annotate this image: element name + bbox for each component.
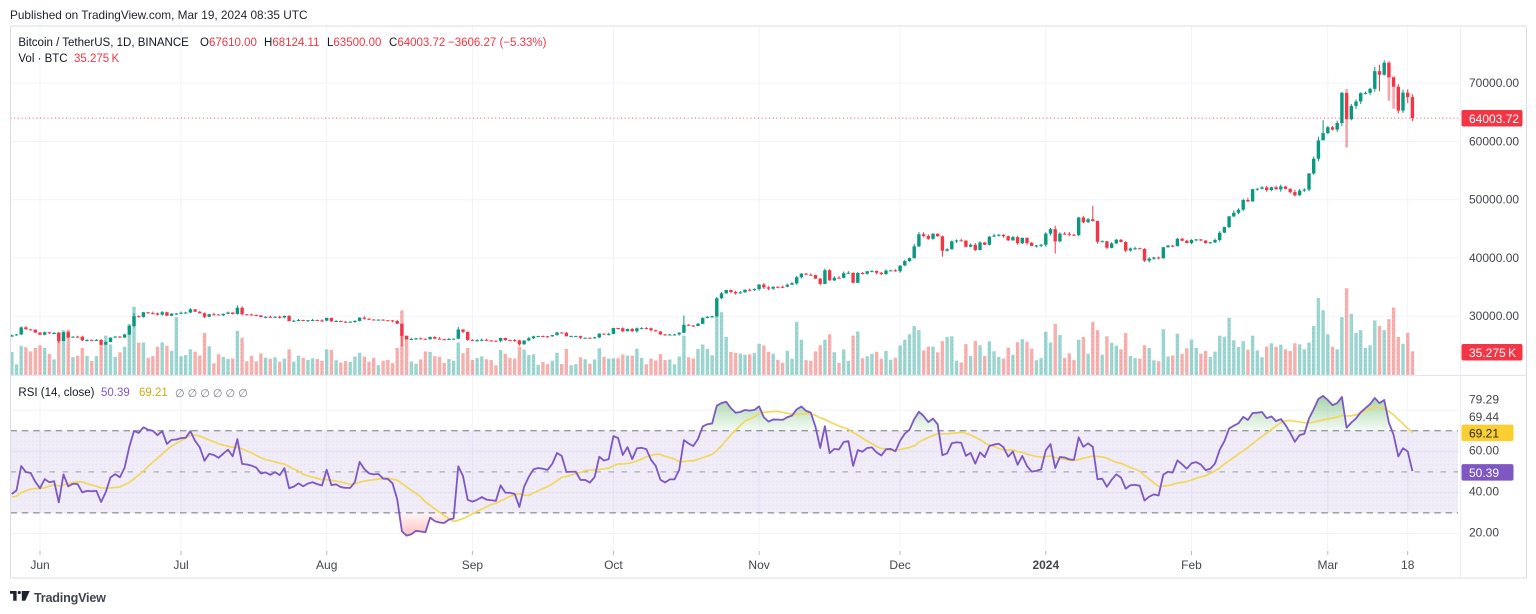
svg-text:TradingView: TradingView: [34, 591, 106, 605]
svg-text:70000.00: 70000.00: [1469, 76, 1519, 90]
svg-text:Sep: Sep: [462, 558, 484, 572]
svg-text:18: 18: [1401, 558, 1415, 572]
svg-text:20.00: 20.00: [1469, 525, 1499, 539]
svg-text:2024: 2024: [1032, 558, 1059, 572]
svg-text:40.00: 40.00: [1469, 484, 1499, 498]
svg-text:Oct: Oct: [604, 558, 623, 572]
svg-text:79.29: 79.29: [1469, 392, 1499, 406]
svg-text:50000.00: 50000.00: [1469, 193, 1519, 207]
svg-text:50.39: 50.39: [1469, 466, 1499, 480]
svg-text:40000.00: 40000.00: [1469, 251, 1519, 265]
svg-text:Jun: Jun: [30, 558, 49, 572]
svg-text:Dec: Dec: [889, 558, 910, 572]
svg-text:60.00: 60.00: [1469, 443, 1499, 457]
svg-text:Mar: Mar: [1317, 558, 1338, 572]
svg-text:Jul: Jul: [173, 558, 188, 572]
svg-text:69.21: 69.21: [1469, 426, 1499, 440]
svg-text:64003.72: 64003.72: [1469, 112, 1519, 126]
svg-text:35.275 K: 35.275 K: [1469, 346, 1516, 360]
svg-text:Aug: Aug: [316, 558, 337, 572]
svg-text:60000.00: 60000.00: [1469, 134, 1519, 148]
svg-text:Nov: Nov: [748, 558, 769, 572]
svg-text:69.44: 69.44: [1469, 410, 1499, 424]
svg-text:Feb: Feb: [1181, 558, 1202, 572]
svg-text:30000.00: 30000.00: [1469, 309, 1519, 323]
